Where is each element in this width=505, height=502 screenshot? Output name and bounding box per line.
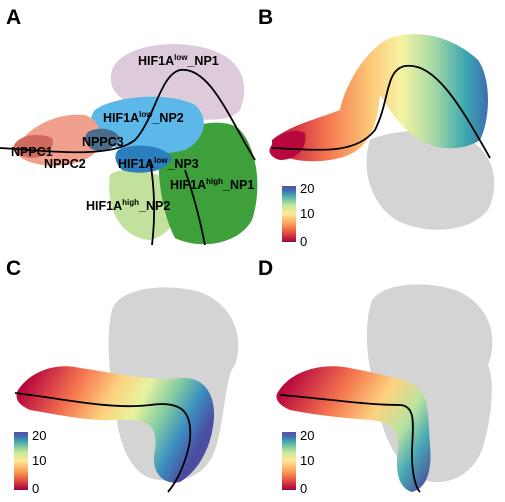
colorbar-d-tick-10: 10: [300, 453, 314, 468]
trajectory-line-a-branch: [149, 159, 155, 246]
trajectory-line-a: [0, 69, 256, 161]
cluster-hif1a-high-np1: [158, 122, 258, 245]
trajectory-line-a-branch-2: [184, 169, 206, 246]
colorbar-d-gradient: [282, 432, 296, 490]
cluster-nppc3: [85, 128, 120, 151]
colorbar-d-tick-20: 20: [300, 428, 314, 443]
umap-clusters-a: [13, 44, 258, 245]
colorbar-c-tick-20: 20: [32, 428, 46, 443]
label-nppc1: NPPC1: [11, 145, 53, 159]
colorbar-c-gradient: [14, 432, 28, 490]
label-hif1a-low-np1: HIF1Alow_NP1: [138, 53, 219, 68]
pseudotime-cells-c: [16, 366, 215, 483]
colorbar-b-tick-10: 10: [300, 206, 314, 221]
colorbar-b-tick-20: 20: [300, 181, 314, 196]
colorbar-c-tick-0: 0: [32, 481, 39, 496]
trajectory-line-d: [279, 394, 421, 493]
panel-b: B: [258, 6, 495, 230]
label-nppc2: NPPC2: [44, 157, 86, 171]
label-hif1a-low-np3: HIF1Alow_NP3: [118, 156, 199, 171]
pseudotime-cells-b: [272, 34, 488, 162]
colorbar-d: 20 10 0: [282, 428, 314, 496]
colorbar-d-tick-0: 0: [300, 481, 307, 496]
label-nppc3: NPPC3: [82, 135, 124, 149]
colorbar-b: 20 10 0: [282, 181, 314, 249]
cluster-hif1a-low-np3: [115, 145, 172, 173]
pseudotime-red-tail-b: [269, 130, 306, 160]
colorbar-b-tick-0: 0: [300, 234, 307, 249]
panel-d-letter: D: [258, 257, 273, 280]
panel-d: D: [258, 257, 493, 493]
label-hif1a-low-np2: HIF1Alow_NP2: [103, 110, 184, 125]
trajectory-line-c: [14, 392, 192, 493]
panel-c-letter: C: [6, 257, 21, 280]
label-hif1a-high-np2: HIF1Ahigh_NP2: [86, 198, 170, 213]
panel-c: C: [6, 257, 239, 493]
panel-a: A HIF1Alow_NP1 HIF1Alow_NP2 NPPC3 NPPC1 …: [0, 6, 258, 246]
background-cells-b: [366, 131, 495, 230]
panel-b-letter: B: [258, 6, 273, 29]
cluster-nppc2: [13, 134, 53, 158]
label-hif1a-high-np1: HIF1Ahigh_NP1: [170, 177, 254, 192]
colorbar-c: 20 10 0: [14, 428, 46, 496]
colorbar-c-tick-10: 10: [32, 453, 46, 468]
panel-a-letter: A: [6, 6, 21, 29]
trajectory-line-b: [271, 65, 491, 159]
colorbar-b-gradient: [282, 186, 296, 242]
